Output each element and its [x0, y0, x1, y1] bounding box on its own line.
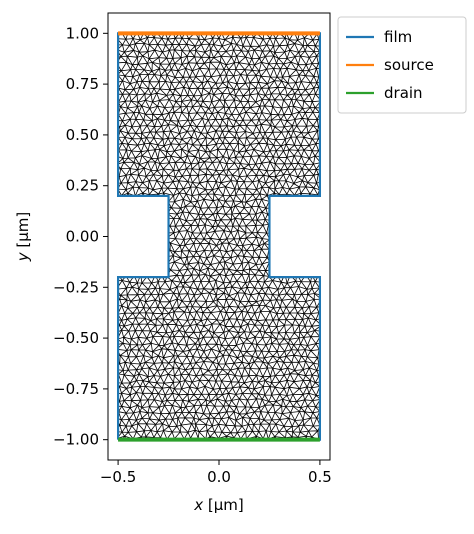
x-tick-label: −0.5 [100, 468, 136, 486]
legend: film source drain [337, 16, 467, 114]
x-tick-label: 0.5 [308, 468, 332, 486]
legend-label-film: film [384, 28, 412, 46]
y-tick-label: 0.00 [66, 228, 99, 246]
y-tick-label: −0.75 [53, 380, 99, 398]
y-tick-label: −1.00 [53, 431, 99, 449]
y-tick-label: −0.50 [53, 329, 99, 347]
x-tick-label: 0.0 [207, 468, 231, 486]
mesh-edges [118, 33, 320, 440]
x-axis-label: x [µm] [193, 496, 244, 514]
legend-box [337, 16, 467, 114]
y-tick-label: −0.25 [53, 278, 99, 296]
y-axis-label-var: y [14, 251, 32, 262]
y-axis-ticks: 1.00 0.75 0.50 0.25 0.00 −0.25 −0.50 −0.75 −1.00 [53, 24, 108, 449]
legend-label-source: source [384, 56, 434, 74]
y-axis-label: y [µm] [14, 212, 32, 263]
y-tick-label: 0.50 [66, 126, 99, 144]
y-axis-label-unit: [µm] [14, 212, 32, 253]
y-tick-label: 0.75 [66, 75, 99, 93]
mesh [118, 33, 320, 440]
y-tick-label: 1.00 [66, 24, 99, 42]
legend-label-drain: drain [384, 84, 423, 102]
x-axis-label-var: x [193, 496, 203, 514]
y-tick-label: 0.25 [66, 177, 99, 195]
x-axis-label-unit: [µm] [203, 496, 244, 514]
series-layer [116, 31, 322, 442]
x-axis-ticks: −0.5 0.0 0.5 [100, 460, 332, 486]
